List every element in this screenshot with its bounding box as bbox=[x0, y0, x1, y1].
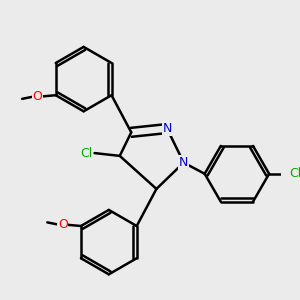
Text: N: N bbox=[162, 122, 172, 135]
Text: O: O bbox=[58, 218, 68, 231]
Text: N: N bbox=[179, 156, 188, 169]
Text: Cl: Cl bbox=[81, 147, 93, 160]
Text: O: O bbox=[33, 90, 43, 103]
Text: Cl: Cl bbox=[290, 167, 300, 180]
